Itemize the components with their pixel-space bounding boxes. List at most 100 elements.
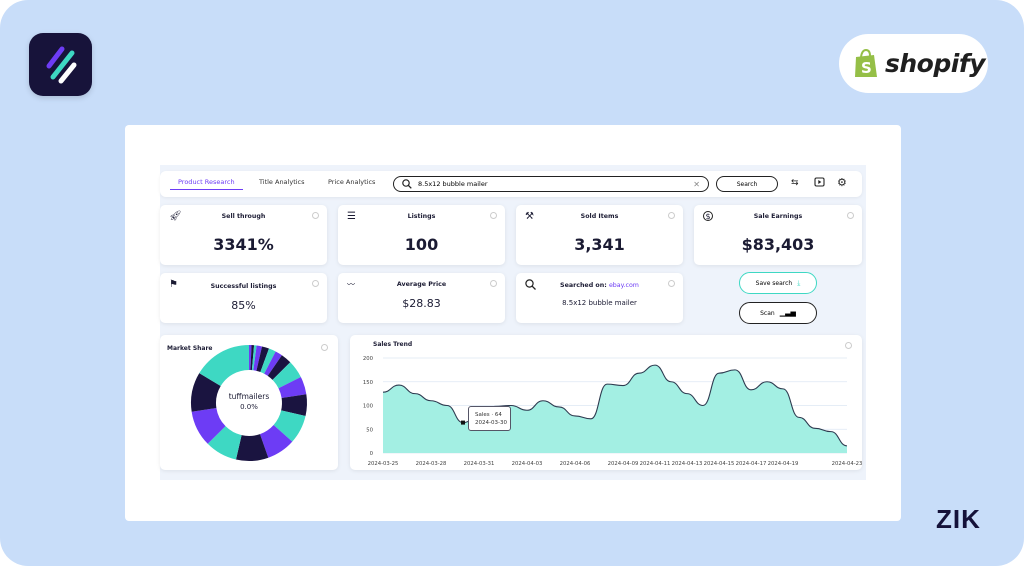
- searched-site-link[interactable]: ebay.com: [608, 282, 639, 289]
- x-tick-label: 2024-04-19: [768, 461, 799, 467]
- tab-price-analytics[interactable]: Price Analytics: [328, 178, 376, 186]
- donut-slice[interactable]: [272, 362, 301, 389]
- video-play-icon[interactable]: [814, 177, 825, 190]
- sales-trend-panel: Sales Trend 0 50 100 150 200 2024-03-25 2024-0…: [350, 335, 862, 470]
- donut-slice[interactable]: [259, 424, 293, 458]
- tooltip-value: 64: [494, 412, 502, 418]
- gear-icon[interactable]: ⚙: [837, 176, 847, 189]
- data-point[interactable]: [618, 381, 628, 391]
- help-icon[interactable]: [847, 212, 854, 219]
- save-search-button[interactable]: Save search ⤓: [739, 272, 817, 294]
- y-tick-label: 200: [363, 356, 374, 362]
- dollar-icon: $: [703, 211, 713, 221]
- tab-product-research[interactable]: Product Research: [170, 178, 243, 190]
- help-icon[interactable]: [668, 280, 675, 287]
- search-input[interactable]: 8.5x12 bubble mailer ✕: [393, 176, 709, 192]
- data-point[interactable]: [410, 389, 420, 399]
- list-icon: ☰: [347, 211, 356, 222]
- x-tick-label: 2024-04-15: [704, 461, 735, 467]
- y-tick-label: 0: [370, 451, 374, 457]
- market-share-donut: [191, 345, 307, 461]
- help-icon[interactable]: [312, 280, 319, 287]
- donut-slice[interactable]: [207, 426, 242, 460]
- stat-label: Successful listings: [210, 283, 277, 290]
- help-icon[interactable]: [321, 344, 328, 351]
- data-point[interactable]: [586, 414, 596, 424]
- data-point[interactable]: [554, 402, 564, 412]
- x-tick-label: 2024-03-31: [464, 461, 495, 467]
- x-tick-label: 2024-04-13: [672, 461, 703, 467]
- donut-slice[interactable]: [191, 373, 221, 412]
- x-tick-label: 2024-04-17: [736, 461, 767, 467]
- data-point[interactable]: [794, 412, 804, 422]
- data-point[interactable]: [570, 411, 580, 421]
- data-point[interactable]: [602, 379, 612, 389]
- stat-value: 3341%: [213, 235, 274, 254]
- data-point[interactable]: [634, 368, 644, 378]
- donut-slice[interactable]: [260, 348, 276, 374]
- data-point[interactable]: [442, 401, 452, 411]
- x-tick-label: 2024-04-11: [640, 461, 671, 467]
- search-button[interactable]: Search: [716, 176, 778, 192]
- save-search-label: Save search: [755, 279, 793, 287]
- donut-slice[interactable]: [264, 351, 282, 376]
- x-tick-label: 2024-03-25: [368, 461, 399, 467]
- data-point[interactable]: [826, 427, 836, 437]
- clear-icon[interactable]: ✕: [693, 179, 700, 189]
- help-icon[interactable]: [490, 212, 497, 219]
- data-point[interactable]: [778, 384, 788, 394]
- data-point[interactable]: [842, 441, 852, 451]
- donut-slice[interactable]: [278, 376, 307, 399]
- data-point[interactable]: [810, 423, 820, 433]
- help-icon[interactable]: [845, 342, 852, 349]
- tab-title-analytics[interactable]: Title Analytics: [259, 178, 305, 186]
- filter-sliders-icon[interactable]: ⇆: [791, 178, 799, 188]
- data-point[interactable]: [666, 377, 676, 387]
- donut-slice[interactable]: [281, 394, 307, 417]
- data-point[interactable]: [682, 389, 692, 399]
- stat-sell-through: 🚀︎ Sell through 3341%: [160, 205, 327, 265]
- active-point: [461, 420, 465, 425]
- donut-slice[interactable]: [267, 355, 291, 380]
- gavel-icon: ⚒: [525, 211, 534, 222]
- y-tick-label: 50: [366, 427, 373, 433]
- data-point[interactable]: [698, 401, 708, 411]
- searched-label: Searched on:: [560, 282, 607, 289]
- donut-slice[interactable]: [256, 346, 269, 373]
- sales-trend-chart: 0 50 100 150 200 2024-03-25 2024-03-28 2024-03-…: [363, 356, 862, 467]
- data-point[interactable]: [746, 385, 756, 395]
- scan-button[interactable]: Scan ▁▃▅: [739, 302, 817, 324]
- market-share-panel: Market Share tuffmailers 0.0%: [160, 335, 338, 470]
- data-point[interactable]: [730, 365, 740, 375]
- help-icon[interactable]: [490, 280, 497, 287]
- stat-successful-listings: ⚑ Successful listings 85%: [160, 273, 327, 323]
- tooltip-series: Sales: [475, 412, 490, 418]
- x-tick-label: 2024-04-06: [560, 461, 591, 467]
- data-point[interactable]: [762, 377, 772, 387]
- help-icon[interactable]: [668, 212, 675, 219]
- data-point[interactable]: [426, 396, 436, 406]
- donut-slice[interactable]: [191, 407, 226, 444]
- donut-slice[interactable]: [250, 345, 255, 371]
- donut-slice[interactable]: [251, 345, 257, 371]
- help-icon[interactable]: [312, 212, 319, 219]
- donut-slice[interactable]: [235, 434, 269, 461]
- data-point[interactable]: [650, 360, 660, 370]
- stat-label: Sold Items: [580, 213, 619, 220]
- y-tick-label: 100: [363, 404, 374, 410]
- donut-slice[interactable]: [249, 345, 252, 371]
- donut-slice[interactable]: [199, 345, 249, 387]
- x-tick-label: 2024-03-28: [416, 461, 447, 467]
- donut-slice[interactable]: [253, 345, 263, 371]
- data-point[interactable]: [538, 396, 548, 406]
- x-tick-label: 2024-04-09: [608, 461, 639, 467]
- sales-area: [383, 365, 847, 453]
- data-point[interactable]: [714, 368, 724, 378]
- data-point[interactable]: [522, 405, 532, 415]
- shopify-bag-icon: S: [855, 48, 877, 77]
- data-point[interactable]: [394, 380, 404, 390]
- stat-value: 3,341: [574, 235, 625, 254]
- stat-label: Sale Earnings: [753, 213, 803, 220]
- data-point[interactable]: [378, 387, 388, 397]
- donut-slice[interactable]: [273, 410, 306, 442]
